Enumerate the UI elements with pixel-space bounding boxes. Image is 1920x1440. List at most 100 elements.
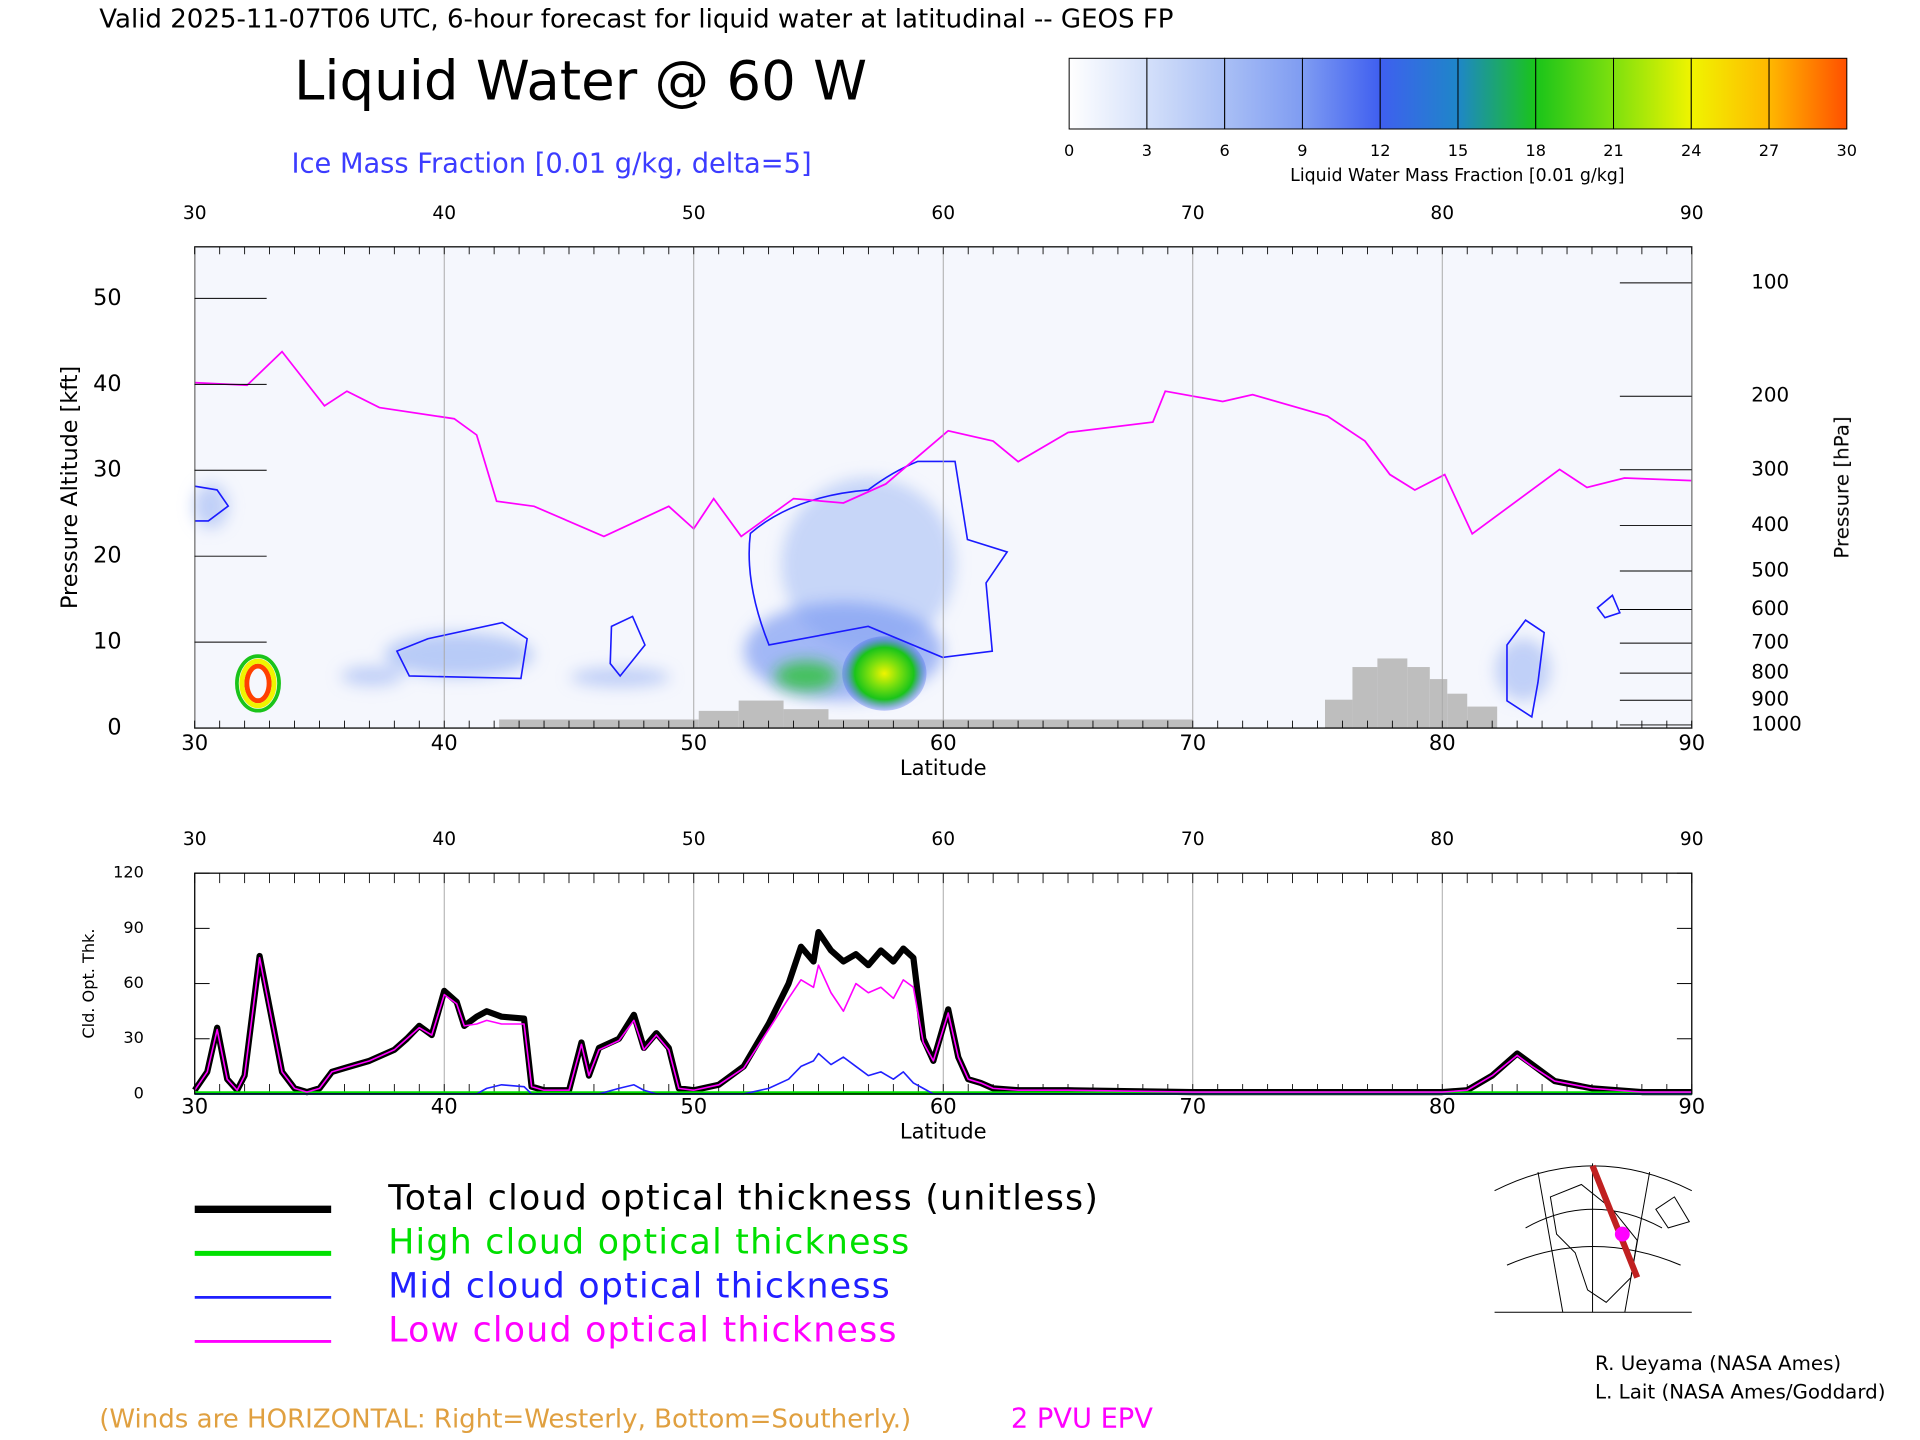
x-tick-label: 80 [1429, 1094, 1456, 1119]
y2-tick-label: 1000 [1751, 712, 1801, 735]
terrain [1447, 693, 1468, 729]
x-tick-label: 70 [1179, 1094, 1206, 1119]
colorbar-tick-label: 6 [1220, 141, 1230, 160]
y2-tick-label: 300 [1751, 457, 1789, 480]
x-tick-label: 70 [1181, 829, 1205, 850]
y2-tick-label: 700 [1751, 631, 1789, 654]
colorbar-box [1301, 57, 1381, 130]
x-tick-label: 50 [682, 829, 706, 850]
colorbar-tick-label: 18 [1526, 141, 1547, 160]
x-tick-label: 40 [432, 203, 456, 224]
terrain [1407, 667, 1430, 729]
terrain [1352, 667, 1378, 729]
x-axis-label: Latitude [900, 1118, 987, 1143]
terrain [828, 719, 944, 729]
x-axis-label: Latitude [900, 755, 987, 780]
legend-label: Total cloud optical thickness (unitless) [387, 1178, 1099, 1218]
colorbar-box [1146, 57, 1226, 130]
colorbar-tick-label: 9 [1297, 141, 1307, 160]
y2-tick-label: 200 [1751, 384, 1789, 407]
annotation: (Winds are HORIZONTAL: Right=Westerly, B… [99, 1405, 911, 1435]
y-tick-label: 40 [93, 371, 121, 397]
x-tick-label: 70 [1179, 730, 1206, 755]
x-tick-label: 50 [680, 730, 707, 755]
y2-tick-label: 400 [1751, 513, 1789, 536]
y2-tick-label: 600 [1751, 597, 1789, 620]
terrain [783, 709, 829, 729]
liquid-water [235, 636, 927, 713]
subtitle: Ice Mass Fraction [0.01 g/kg, delta=5] [291, 148, 811, 179]
terrain [499, 719, 699, 729]
x-tick-label: 30 [183, 203, 207, 224]
x-tick-label: 90 [1678, 1094, 1705, 1119]
colorbar-tick-label: 24 [1681, 141, 1702, 160]
plot-frame [194, 872, 1693, 1095]
y-axis-label: Cld. Opt. Thk. [79, 928, 98, 1038]
credit: L. Lait (NASA Ames/Goddard) [1595, 1380, 1885, 1403]
series-line [194, 956, 1692, 1093]
y2-tick-label: 100 [1751, 270, 1789, 293]
x-tick-label: 90 [1680, 829, 1704, 850]
y2-tick-label: 500 [1751, 558, 1789, 581]
y-tick-label: 10 [93, 629, 121, 655]
epv-label: 2 PVU EPV [1011, 1404, 1153, 1435]
x-tick-label: 80 [1430, 829, 1454, 850]
x-tick-label: 40 [431, 730, 458, 755]
x-tick-label: 80 [1429, 730, 1456, 755]
colorbar-tick-label: 3 [1142, 141, 1152, 160]
x-tick-label: 30 [181, 730, 208, 755]
x-tick-label: 40 [432, 829, 456, 850]
colorbar-box [1535, 57, 1615, 130]
terrain [1325, 699, 1353, 729]
terrain [738, 700, 784, 729]
chart-title: Liquid Water @ 60 W [294, 48, 867, 112]
colorbar-box [1379, 57, 1459, 130]
ice-contours [194, 460, 1621, 719]
colorbar-tick-label: 27 [1759, 141, 1780, 160]
y-tick-label: 90 [123, 918, 143, 937]
y-tick-label: 0 [107, 715, 121, 741]
credit: R. Ueyama (NASA Ames) [1595, 1352, 1841, 1375]
terrain [1467, 706, 1498, 729]
colorbar-tick-label: 15 [1448, 141, 1469, 160]
y-tick-label: 50 [93, 285, 121, 311]
terrain [698, 710, 739, 729]
x-tick-label: 30 [181, 1094, 208, 1119]
colorbar-box [1613, 57, 1692, 130]
x-tick-label: 30 [183, 829, 207, 850]
y-tick-label: 60 [123, 973, 143, 992]
colorbar-box [1068, 57, 1148, 130]
x-tick-label: 40 [431, 1094, 458, 1119]
colorbar-box [1457, 57, 1537, 130]
y-axis-label: Pressure Altitude [kft] [57, 366, 83, 609]
y2-tick-label: 900 [1751, 688, 1789, 711]
colorbar-box [1224, 57, 1303, 130]
x-tick-label: 90 [1680, 203, 1704, 224]
x-tick-label: 60 [930, 1094, 957, 1119]
colorbar-box [1690, 57, 1770, 130]
terrain [1429, 679, 1448, 729]
x-tick-label: 80 [1430, 203, 1454, 224]
epv-line [194, 350, 1692, 538]
colorbar-tick-label: 21 [1603, 141, 1624, 160]
x-tick-label: 60 [931, 203, 955, 224]
colorbar-tick-label: 30 [1837, 141, 1858, 160]
x-tick-label: 50 [680, 1094, 707, 1119]
terrain [1377, 658, 1408, 729]
legend-label: Low cloud optical thickness [388, 1310, 898, 1350]
y-tick-label: 0 [134, 1083, 144, 1102]
x-tick-label: 90 [1678, 730, 1705, 755]
y-tick-label: 20 [93, 543, 121, 569]
colorbar-label: Liquid Water Mass Fraction [0.01 g/kg] [1290, 166, 1624, 186]
x-tick-label: 50 [682, 203, 706, 224]
legend-label: High cloud optical thickness [388, 1222, 910, 1262]
colorbar-tick-label: 0 [1064, 141, 1074, 160]
y2-tick-label: 800 [1751, 661, 1789, 684]
map-inset [1494, 1163, 1693, 1313]
colorbar-box [1768, 57, 1848, 130]
y-tick-label: 30 [93, 457, 121, 483]
x-tick-label: 70 [1181, 203, 1205, 224]
x-tick-label: 60 [930, 730, 957, 755]
